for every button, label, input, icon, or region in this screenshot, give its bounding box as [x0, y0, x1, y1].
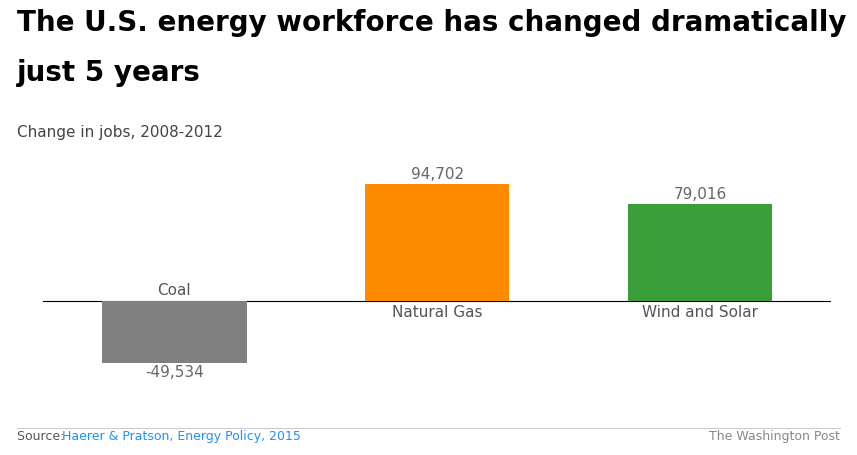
Text: Haerer & Pratson, Energy Policy, 2015: Haerer & Pratson, Energy Policy, 2015: [62, 430, 301, 443]
Text: Natural Gas: Natural Gas: [392, 305, 482, 320]
Text: Change in jobs, 2008-2012: Change in jobs, 2008-2012: [17, 125, 223, 140]
Text: Wind and Solar: Wind and Solar: [642, 305, 758, 320]
Text: The U.S. energy workforce has changed dramatically in: The U.S. energy workforce has changed dr…: [17, 9, 857, 37]
Bar: [365, 184, 509, 302]
Text: The Washington Post: The Washington Post: [709, 430, 840, 443]
Bar: [627, 204, 772, 302]
Text: 79,016: 79,016: [674, 187, 727, 202]
Bar: [102, 302, 247, 363]
Text: Source:: Source:: [17, 430, 69, 443]
Text: just 5 years: just 5 years: [17, 59, 201, 87]
Text: -49,534: -49,534: [145, 365, 204, 380]
Text: Coal: Coal: [158, 283, 191, 298]
Text: 94,702: 94,702: [411, 167, 464, 182]
